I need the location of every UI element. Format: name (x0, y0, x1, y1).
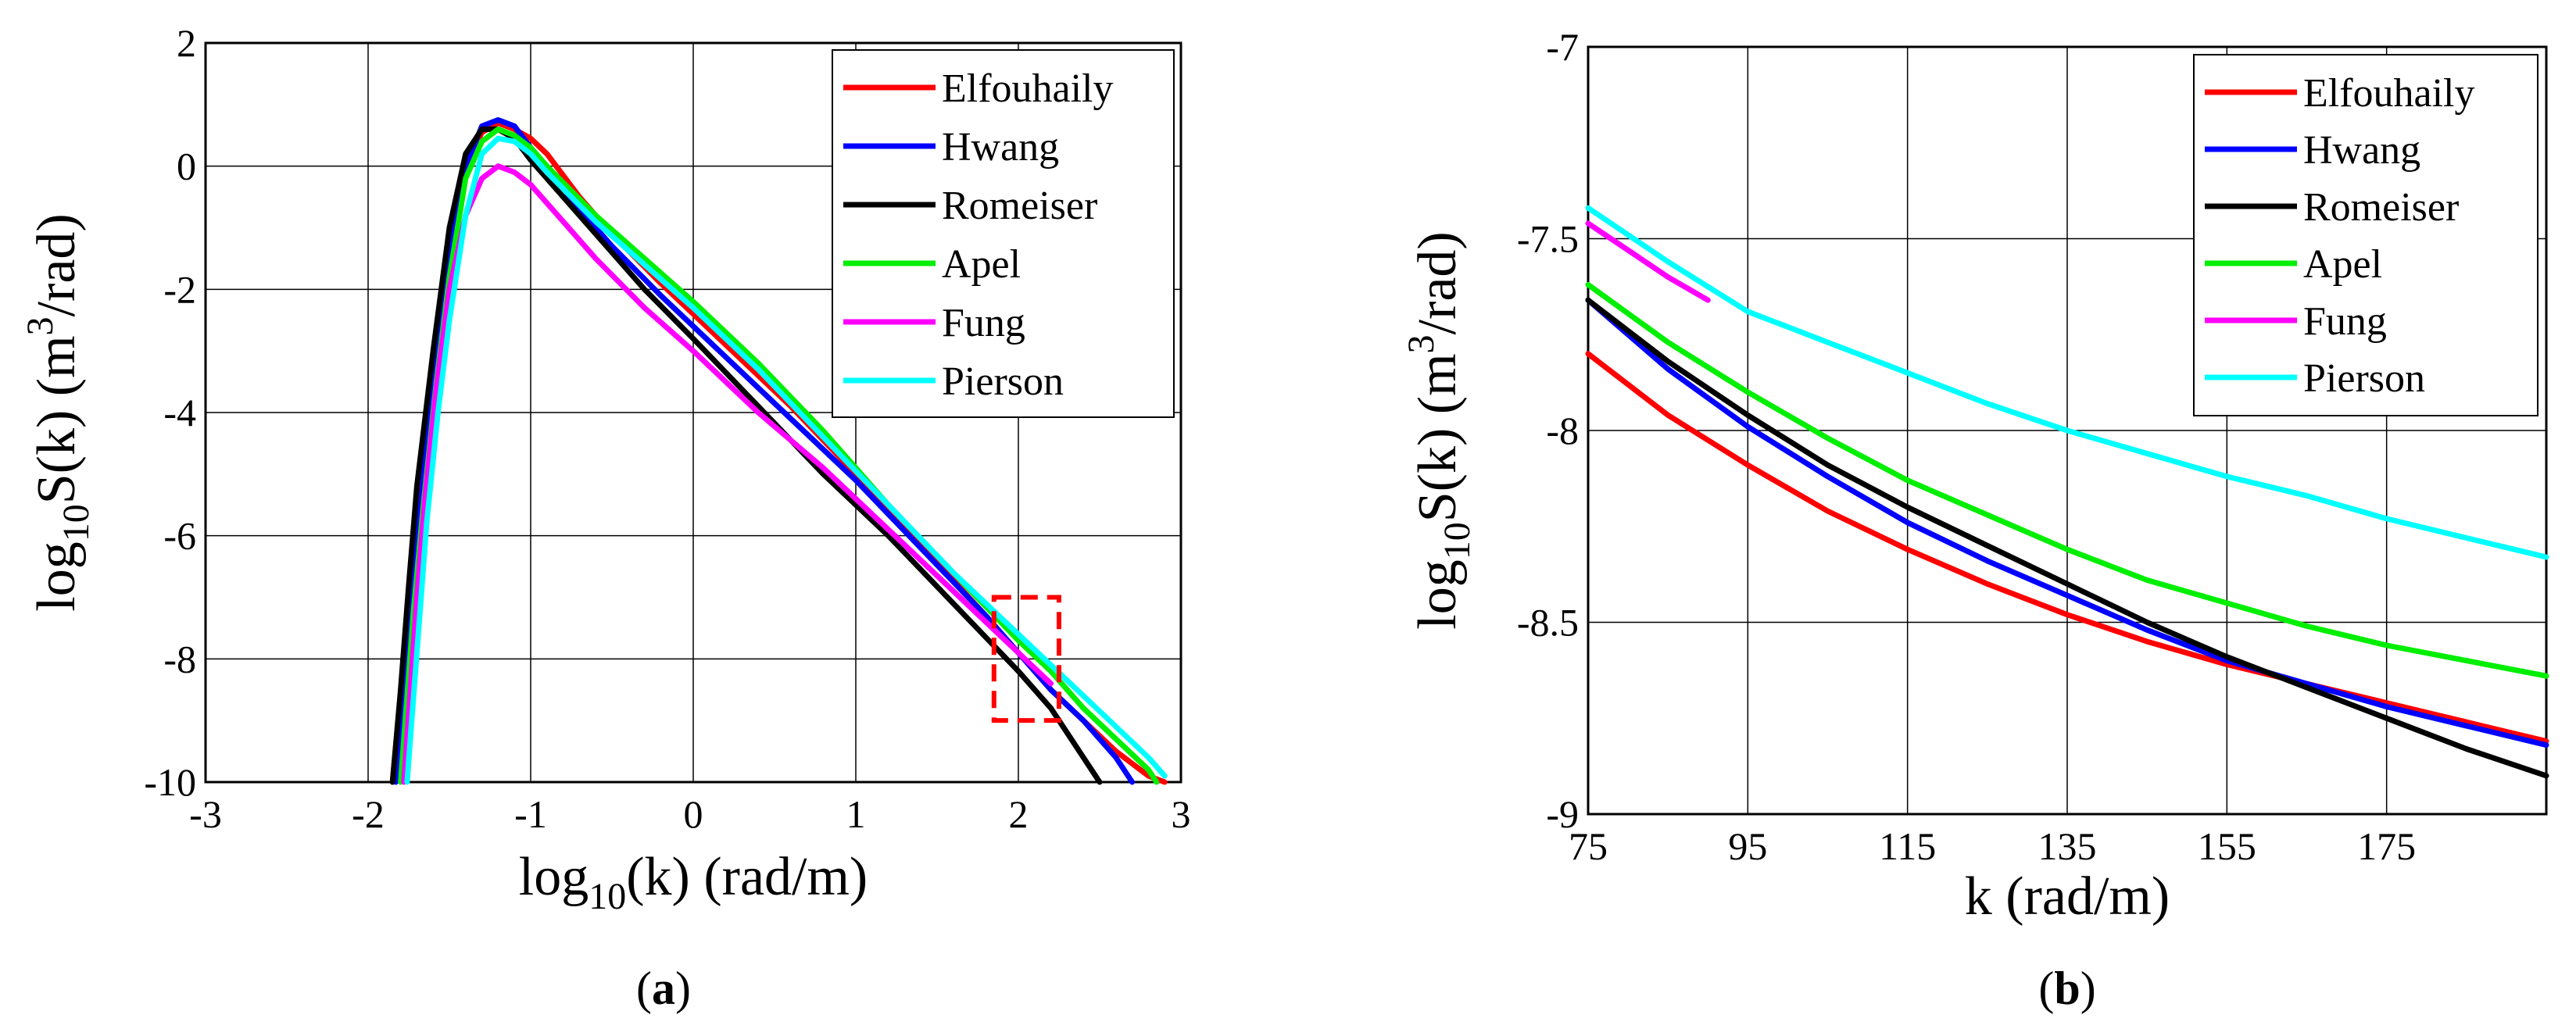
y-tick-label: -9 (1546, 792, 1579, 836)
series-group-b (1585, 205, 2549, 779)
y-tick-label: -7.5 (1517, 217, 1579, 261)
legend-label-apel: Apel (942, 242, 1021, 287)
panel-b: 75 95 115 135 155 175 -9 -8.5 -8 -7.5 -7 Elfouhail… (1401, 25, 2549, 1014)
y-tick-label: -8 (163, 637, 196, 681)
x-tick-label: 0 (684, 792, 703, 836)
series-group-a (389, 117, 1168, 785)
y-tick-label: -2 (163, 267, 196, 311)
legend-label-hwang: Hwang (2303, 128, 2420, 173)
legend-label-romeiser: Romeiser (942, 184, 1097, 228)
highlight-box-a (991, 595, 1062, 723)
x-axis-label-a: log10(k) (rad/m) (519, 847, 868, 917)
y-tick-label: -8.5 (1517, 601, 1579, 645)
legend-label-pierson: Pierson (2303, 356, 2425, 401)
panel-caption-a: (a) (636, 963, 691, 1014)
y-tick-label: -6 (163, 514, 196, 558)
series-line-elfouhaily (1585, 351, 2549, 745)
legend-box (832, 49, 1175, 418)
series-line-apel (1585, 281, 2549, 679)
x-tick-label: -2 (352, 792, 385, 836)
y-tick-label: -7 (1546, 25, 1579, 69)
x-tick-label: 75 (1569, 824, 1608, 868)
series-line-romeiser (1585, 297, 2549, 779)
x-tick-label: 175 (2357, 824, 2416, 868)
zoom-region-box (991, 595, 1062, 723)
ticks-b: 75 95 115 135 155 175 -9 -8.5 -8 -7.5 -7 (1517, 25, 2416, 868)
y-axis-label-b: log10S(k) (m3/rad) (1401, 231, 1478, 629)
x-tick-label: 2 (1009, 792, 1029, 836)
y-tick-label: -8 (1546, 409, 1579, 452)
y-tick-label: 0 (177, 145, 196, 188)
x-tick-label: -1 (514, 792, 547, 836)
series-line-pierson (404, 135, 1168, 785)
panel-caption-b: (b) (2038, 963, 2095, 1014)
ticks-a: -3 -2 -1 0 1 2 3-10-8-6-4-202 (144, 21, 1190, 836)
x-tick-label: 115 (1879, 824, 1936, 868)
x-axis-label-b: k (rad/m) (1965, 866, 2170, 927)
x-tick-label: 155 (2198, 824, 2256, 868)
legend-label-pierson: Pierson (942, 359, 1064, 404)
legend-a: Elfouhaily Hwang Romeiser Apel Fung Pierson (832, 49, 1175, 418)
legend-label-elfouhaily: Elfouhaily (942, 66, 1114, 111)
legend-b: Elfouhaily Hwang Romeiser Apel Fung Pierson (2193, 54, 2538, 416)
y-tick-label: 2 (177, 21, 196, 65)
series-line-hwang (1585, 297, 2549, 748)
x-tick-label: 1 (846, 792, 866, 836)
grid-a (205, 42, 1182, 783)
x-tick-label: 95 (1728, 824, 1767, 868)
series-line-fung (1585, 220, 1711, 303)
legend-label-hwang: Hwang (942, 125, 1059, 170)
legend-label-romeiser: Romeiser (2303, 185, 2459, 230)
x-tick-label: 135 (2038, 824, 2097, 868)
series-line-fung (401, 163, 1054, 785)
legend-label-apel: Apel (2303, 242, 2382, 287)
legend-label-fung: Fung (942, 301, 1025, 345)
x-tick-label: 3 (1172, 792, 1191, 836)
panel-a: -3 -2 -1 0 1 2 3-10-8-6-4-202 ElfouhailyHwangR… (20, 21, 1191, 1014)
y-tick-label: -4 (163, 391, 196, 434)
y-tick-label: -10 (144, 760, 196, 804)
series-line-pierson (1585, 205, 2549, 560)
x-tick-label: -3 (189, 792, 222, 836)
series-line-romeiser (389, 126, 1103, 785)
y-axis-label-a: log10S(k) (m3/rad) (20, 213, 97, 611)
legend-box (2193, 54, 2538, 416)
grid-b (1587, 46, 2546, 815)
legend-label-fung: Fung (2303, 299, 2387, 344)
legend-label-elfouhaily: Elfouhaily (2303, 71, 2475, 116)
